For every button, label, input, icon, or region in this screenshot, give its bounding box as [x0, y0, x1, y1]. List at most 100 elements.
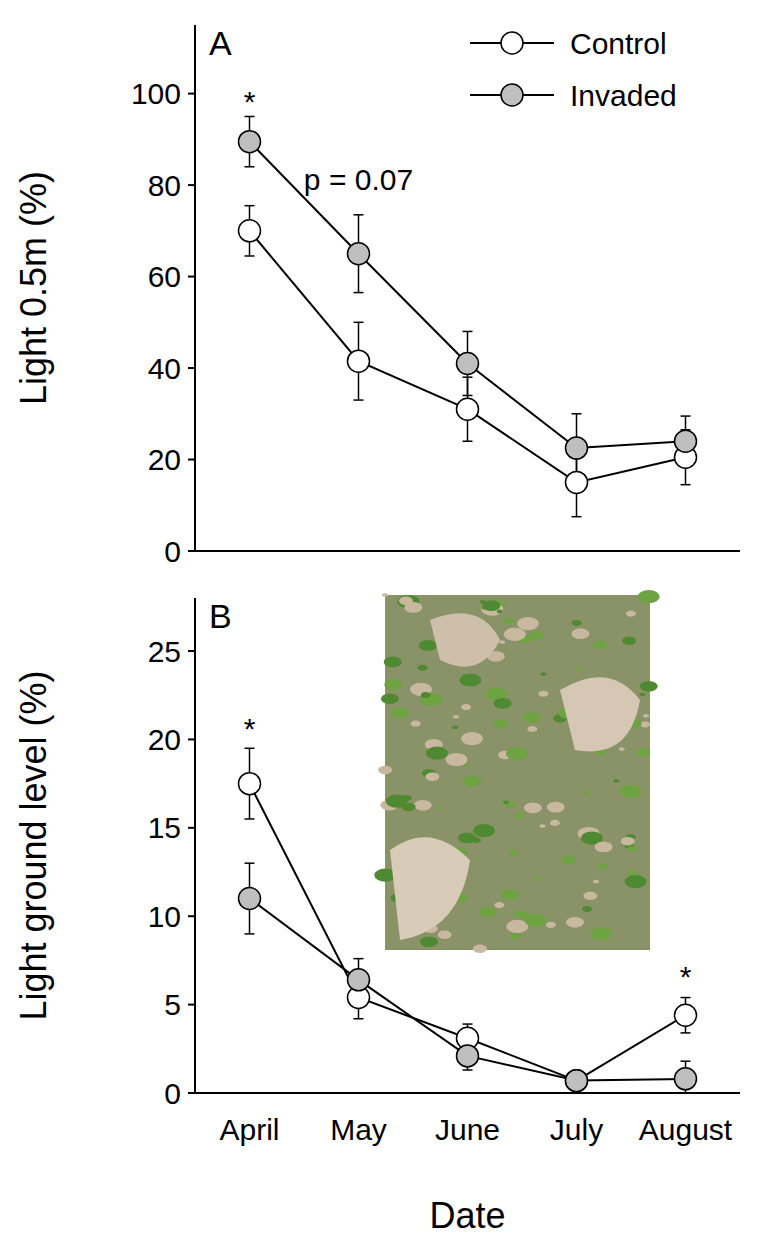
y-tick	[188, 1092, 195, 1094]
inset-photo-texture	[499, 640, 505, 644]
inset-photo-texture	[640, 681, 658, 692]
error-cap	[681, 1060, 691, 1062]
y-tick-label: 0	[164, 1077, 181, 1110]
inset-photo-texture	[384, 679, 402, 690]
inset-photo-texture	[550, 820, 560, 826]
inset-photo-texture	[540, 824, 546, 828]
inset-photo-texture	[562, 856, 576, 864]
y-axis	[194, 25, 196, 551]
inset-photo-texture	[473, 945, 487, 953]
error-cap	[572, 413, 582, 415]
inset-photo-texture	[494, 902, 504, 908]
inset-photo-leaf	[430, 613, 500, 666]
legend: ControlInvaded	[470, 27, 677, 112]
y-tick	[188, 915, 195, 917]
error-cap	[354, 214, 364, 216]
inset-photo-texture	[524, 802, 542, 813]
inset-photo-texture	[619, 747, 625, 751]
inset-photo-texture	[425, 773, 439, 781]
y-tick	[188, 459, 195, 461]
marker	[239, 888, 261, 910]
y-tick	[188, 738, 195, 740]
error-cap	[681, 415, 691, 417]
inset-photo-texture	[382, 593, 388, 597]
inset-photo-texture	[381, 693, 399, 704]
inset-photo-texture	[419, 640, 437, 651]
y-tick-label: 60	[148, 260, 181, 293]
error-cap	[245, 166, 255, 168]
x-axis-title: Date	[429, 1195, 505, 1236]
inset-photo-texture	[473, 824, 495, 837]
y-axis	[194, 598, 196, 1093]
inset-photo-texture	[437, 806, 443, 810]
marker	[675, 430, 697, 452]
inset-photo-texture	[509, 850, 519, 856]
inset-photo-texture	[566, 917, 584, 928]
inset-photo-leaf	[560, 677, 640, 751]
y-tick	[188, 276, 195, 278]
inset-photo-texture	[421, 692, 431, 698]
inset-photo-texture	[404, 602, 422, 613]
inset-photo-texture	[593, 641, 607, 649]
inset-photo-texture	[593, 880, 599, 884]
inset-photo-texture	[590, 927, 612, 940]
x-axis	[195, 1092, 740, 1094]
x-tick-label: July	[550, 1113, 603, 1146]
inset-photo-texture	[504, 618, 514, 624]
x-tick-label: May	[330, 1113, 387, 1146]
inset-photo-texture	[571, 628, 589, 639]
annotation: *	[244, 712, 256, 745]
inset-photo-texture	[511, 933, 521, 939]
inset-photo-texture	[460, 673, 482, 686]
inset-photo-texture	[584, 791, 590, 795]
error-cap	[463, 395, 473, 397]
error-cap	[463, 440, 473, 442]
inset-photo-texture	[626, 611, 636, 617]
y-tick	[188, 650, 195, 652]
y-tick-label: 0	[164, 535, 181, 568]
marker	[239, 131, 261, 153]
inset-photo-texture	[493, 720, 507, 728]
error-cap	[245, 748, 255, 750]
inset-photo-texture	[527, 726, 537, 732]
error-cap	[354, 322, 364, 324]
panel-letter: B	[209, 597, 232, 635]
inset-photo-texture	[452, 726, 458, 730]
y-tick-label: 10	[148, 900, 181, 933]
legend-marker	[501, 84, 523, 106]
inset-photo-texture	[471, 837, 481, 843]
legend-label: Control	[570, 27, 667, 60]
error-cap	[463, 1023, 473, 1025]
series-line	[250, 142, 686, 449]
y-axis-title: Light 0.5m (%)	[13, 171, 54, 405]
inset-photo-texture	[595, 842, 613, 853]
inset-photo-texture	[643, 714, 649, 718]
series-line	[250, 899, 686, 1081]
inset-photo-leaf	[390, 837, 470, 940]
inset-photo-texture	[402, 803, 416, 811]
marker	[566, 471, 588, 493]
inset-photo-texture	[378, 766, 392, 774]
inset-photo-texture	[438, 931, 452, 939]
error-cap	[245, 862, 255, 864]
marker	[566, 1070, 588, 1092]
inset-photo-texture	[613, 779, 619, 783]
inset-photo	[374, 590, 659, 953]
y-tick-label: 5	[164, 988, 181, 1021]
inset-photo-texture	[506, 747, 528, 760]
inset-photo-texture	[547, 802, 565, 813]
error-cap	[354, 399, 364, 401]
data-group	[239, 116, 697, 516]
inset-photo-texture	[582, 906, 592, 912]
marker	[675, 1004, 697, 1026]
y-tick-label: 25	[148, 635, 181, 668]
panel-0: 020406080100Light 0.5m (%)A*p = 0.07Cont…	[13, 24, 740, 568]
y-tick	[188, 93, 195, 95]
inset-photo-texture	[640, 693, 646, 697]
marker	[457, 1045, 479, 1067]
error-cap	[245, 205, 255, 207]
y-axis-title: Light ground level (%)	[13, 670, 54, 1020]
error-cap	[681, 997, 691, 999]
error-cap	[681, 484, 691, 486]
panel-letter: A	[209, 24, 232, 62]
